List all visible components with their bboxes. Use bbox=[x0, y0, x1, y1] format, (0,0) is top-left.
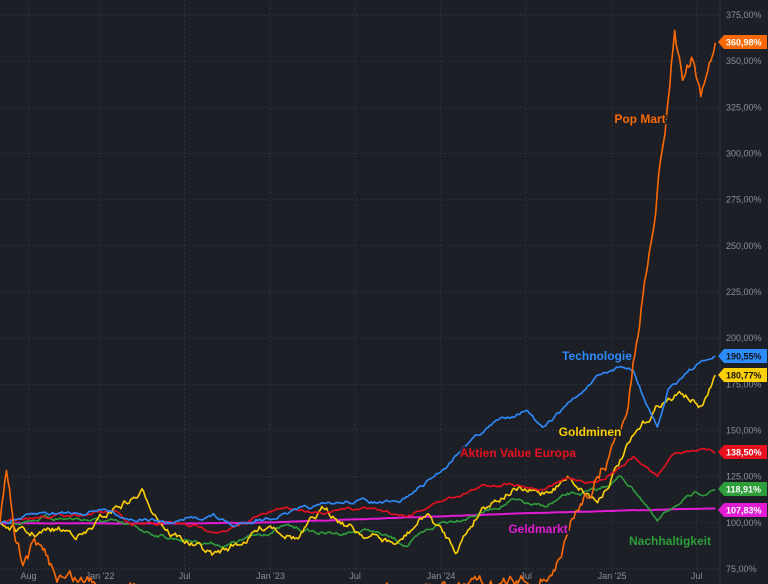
y-tick-label: 200,00% bbox=[726, 333, 762, 343]
end-badge-technologie: 190,55% bbox=[718, 349, 767, 363]
y-tick-label: 75,00% bbox=[726, 564, 757, 574]
y-tick-label: 175,00% bbox=[726, 379, 762, 389]
x-tick-label: Aug bbox=[20, 571, 36, 581]
series-line-nachhaltigkeit bbox=[0, 475, 716, 548]
series-label-geldmarkt: Geldmarkt bbox=[508, 522, 567, 536]
end-badge-value: 138,50% bbox=[726, 448, 762, 458]
y-tick-label: 375,00% bbox=[726, 10, 762, 20]
end-badge-shape bbox=[718, 503, 767, 517]
end-badge-value: 118,91% bbox=[726, 485, 761, 495]
series-line-aktien-value-europa bbox=[0, 447, 716, 534]
grid-lines bbox=[0, 0, 720, 584]
y-tick-label: 150,00% bbox=[726, 426, 762, 436]
series-label-aktien-value-europa: Aktien Value Europa bbox=[460, 446, 576, 460]
y-tick-label: 350,00% bbox=[726, 56, 762, 66]
end-badge-shape bbox=[718, 445, 767, 459]
end-value-badges: 360,98% 190,55% 180,77% 138,50% 118,91% 107,8… bbox=[718, 35, 767, 517]
y-tick-label: 225,00% bbox=[726, 287, 762, 297]
end-badge-aktien-value-europa: 138,50% bbox=[718, 445, 767, 459]
x-tick-label: Jul bbox=[520, 571, 532, 581]
x-tick-label: Jan '23 bbox=[256, 571, 285, 581]
series-line-pop-mart bbox=[0, 29, 717, 584]
x-tick-label: Jul bbox=[349, 571, 361, 581]
series-labels: Pop Mart Technologie Goldminen Aktien Value… bbox=[458, 111, 712, 550]
y-tick-label: 125,00% bbox=[726, 472, 762, 482]
series-label-technologie: Technologie bbox=[562, 349, 632, 363]
y-tick-label: 250,00% bbox=[726, 241, 762, 251]
series-label-nachhaltigkeit: Nachhaltigkeit bbox=[629, 534, 711, 548]
end-badge-value: 190,55% bbox=[726, 352, 762, 362]
end-badge-goldminen: 180,77% bbox=[718, 368, 767, 382]
y-tick-label: 300,00% bbox=[726, 149, 762, 159]
series-label-goldminen: Goldminen bbox=[559, 425, 622, 439]
end-badge-pop-mart: 360,98% bbox=[718, 35, 767, 49]
x-tick-label: Jan '24 bbox=[427, 571, 456, 581]
y-axis: 75,00% 100,00% 125,00% 150,00% 175,00% 200,00… bbox=[719, 0, 762, 584]
end-badge-nachhaltigkeit: 118,91% bbox=[718, 482, 767, 496]
x-tick-label: Jul bbox=[179, 571, 191, 581]
end-badge-shape bbox=[718, 482, 767, 496]
y-tick-label: 100,00% bbox=[726, 518, 762, 528]
end-badge-value: 360,98% bbox=[726, 38, 762, 48]
y-tick-label: 325,00% bbox=[726, 102, 762, 112]
x-tick-label: Jan '22 bbox=[86, 571, 115, 581]
x-axis: Aug Jan '22 Jul Jan '23 Jul Jan '24 Jul Jan '25… bbox=[20, 571, 702, 581]
series-line-goldminen bbox=[0, 374, 716, 556]
end-badge-shape bbox=[718, 35, 767, 49]
end-badge-shape bbox=[718, 368, 767, 382]
x-tick-label: Jul bbox=[691, 571, 703, 581]
y-tick-label: 275,00% bbox=[726, 195, 762, 205]
series-line-geldmarkt bbox=[0, 507, 716, 525]
x-tick-label: Jan '25 bbox=[598, 571, 627, 581]
series-label-pop-mart: Pop Mart bbox=[614, 112, 665, 126]
end-badge-value: 180,77% bbox=[726, 371, 762, 381]
series-line-technologie bbox=[0, 355, 716, 528]
series-lines bbox=[0, 29, 717, 584]
end-badge-value: 107,83% bbox=[726, 506, 762, 516]
end-badge-shape bbox=[718, 349, 767, 363]
end-badge-geldmarkt: 107,83% bbox=[718, 503, 767, 517]
